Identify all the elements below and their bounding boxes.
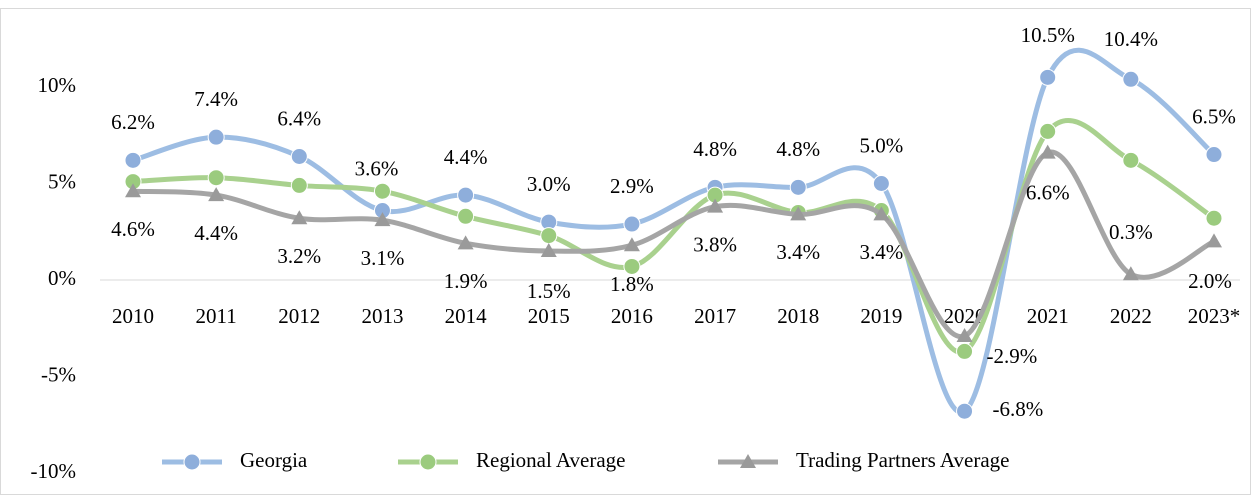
marker — [1122, 70, 1140, 88]
x-tick-label: 2013 — [361, 304, 403, 328]
marker — [873, 206, 890, 221]
data-label: 4.6% — [111, 217, 155, 241]
data-label: 3.0% — [527, 172, 571, 196]
marker — [291, 210, 308, 225]
data-label: 6.6% — [1026, 180, 1070, 204]
marker — [707, 198, 724, 213]
marker — [208, 187, 225, 202]
marker — [457, 235, 474, 250]
series-line — [132, 47, 1216, 415]
data-label: 1.5% — [527, 279, 571, 303]
marker — [623, 237, 640, 252]
marker — [789, 178, 807, 196]
x-tick-label: 2023* — [1188, 304, 1241, 328]
marker — [623, 215, 641, 233]
marker — [373, 182, 391, 200]
data-label: 1.8% — [610, 272, 654, 296]
data-label: 4.8% — [776, 137, 820, 161]
marker — [1206, 233, 1222, 248]
data-label: 6.2% — [111, 110, 155, 134]
marker — [956, 402, 974, 420]
x-tick-label: 2010 — [112, 304, 154, 328]
marker — [623, 257, 641, 275]
legend-label: Georgia — [240, 448, 308, 472]
marker — [740, 454, 756, 468]
data-label: 10.4% — [1104, 27, 1158, 51]
data-label: 0.3% — [1109, 220, 1153, 244]
marker — [457, 186, 475, 204]
marker — [956, 342, 974, 360]
marker — [872, 175, 890, 192]
marker — [540, 227, 558, 245]
marker — [183, 453, 201, 471]
y-tick-label: 5% — [48, 169, 76, 193]
marker — [374, 212, 391, 227]
marker — [1205, 146, 1223, 164]
marker — [290, 176, 308, 194]
marker — [419, 453, 437, 471]
data-label: 5.0% — [860, 133, 904, 157]
x-tick-label: 2019 — [860, 304, 902, 328]
legend-label: Trading Partners Average — [796, 448, 1009, 472]
y-tick-label: -10% — [31, 459, 77, 483]
data-label: 3.4% — [860, 240, 904, 264]
x-tick-label: 2011 — [196, 304, 237, 328]
marker — [125, 183, 141, 198]
x-tick-label: 2014 — [445, 304, 488, 328]
data-label: 3.2% — [277, 244, 321, 268]
data-label: 2.0% — [1188, 269, 1232, 293]
marker — [1205, 209, 1223, 227]
marker — [540, 243, 557, 258]
y-tick-label: 10% — [38, 73, 77, 97]
data-label: 10.5% — [1021, 23, 1075, 47]
marker — [124, 151, 142, 169]
legend-label: Regional Average — [476, 448, 625, 472]
marker — [956, 327, 973, 342]
marker — [207, 169, 225, 187]
x-tick-label: 2018 — [777, 304, 819, 328]
y-tick-label: 0% — [48, 266, 76, 290]
x-tick-label: 2017 — [694, 304, 736, 328]
data-label: 1.9% — [444, 269, 488, 293]
data-label: -6.8% — [993, 397, 1044, 421]
chart-border — [0, 8, 1251, 495]
data-label: 3.4% — [776, 240, 820, 264]
x-tick-label: 2012 — [278, 304, 320, 328]
data-label: 2.9% — [610, 174, 654, 198]
marker — [1122, 266, 1139, 281]
marker — [1122, 151, 1140, 169]
data-label: -2.9% — [987, 344, 1038, 368]
data-label: 3.8% — [693, 232, 737, 256]
data-label: 3.6% — [355, 156, 399, 180]
y-tick-label: -5% — [41, 362, 76, 386]
marker — [207, 128, 225, 146]
marker — [790, 206, 807, 221]
data-label: 7.4% — [194, 87, 238, 111]
data-label: 6.5% — [1192, 104, 1236, 128]
data-label: 4.8% — [693, 137, 737, 161]
data-label: 4.4% — [194, 221, 238, 245]
x-tick-label: 2021 — [1027, 304, 1069, 328]
marker — [290, 147, 308, 165]
marker — [1039, 68, 1057, 86]
data-label: 4.4% — [444, 145, 488, 169]
marker — [457, 207, 475, 225]
data-label: 6.4% — [277, 106, 321, 130]
x-tick-label: 2015 — [528, 304, 570, 328]
x-tick-label: 2016 — [611, 304, 653, 328]
x-tick-label: 2022 — [1110, 304, 1152, 328]
marker — [1039, 122, 1057, 140]
data-label: 3.1% — [361, 246, 405, 270]
marker — [1039, 144, 1056, 159]
